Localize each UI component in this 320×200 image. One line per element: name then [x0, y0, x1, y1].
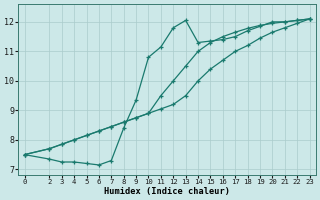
X-axis label: Humidex (Indice chaleur): Humidex (Indice chaleur)	[104, 187, 230, 196]
